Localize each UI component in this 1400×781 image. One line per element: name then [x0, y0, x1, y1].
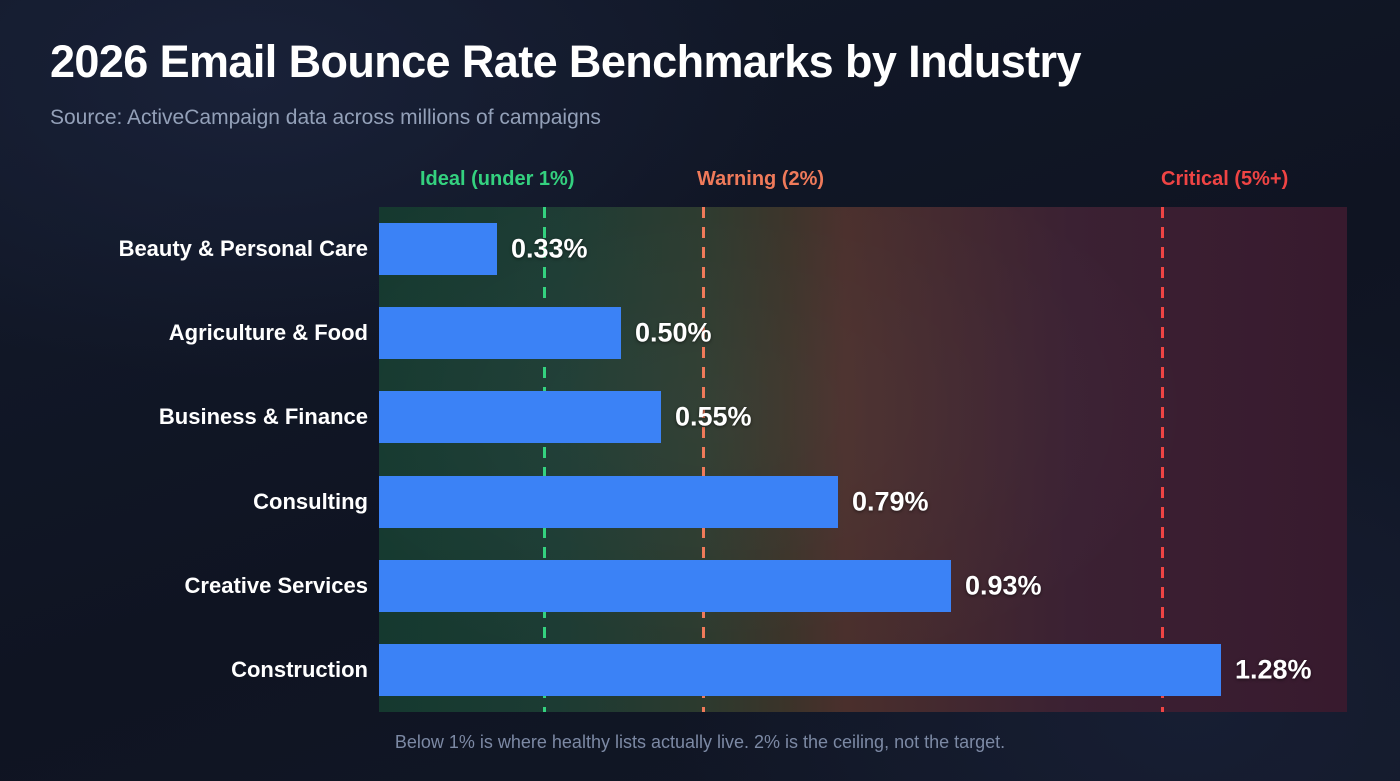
bar-row[interactable]: 0.79%: [379, 475, 1347, 528]
category-label-3: Consulting: [253, 488, 368, 514]
bar-value-label: 0.33%: [511, 233, 588, 264]
category-label-2: Business & Finance: [158, 404, 368, 430]
footer-note: Below 1% is where healthy lists actually…: [394, 732, 1006, 752]
bar-4[interactable]: [379, 559, 951, 612]
zone-label-2: Critical (5%+): [1161, 168, 1289, 190]
bar-row[interactable]: 0.55%: [379, 391, 1347, 444]
zone-band-critical: [845, 207, 1347, 712]
page-title: 2026 Email Bounce Rate Benchmarks by Ind…: [50, 36, 1082, 87]
reference-line-1: [702, 207, 705, 712]
category-label-1: Agriculture & Food: [168, 320, 368, 346]
zone-label-1: Warning (2%): [697, 168, 825, 190]
bar-row[interactable]: 0.50%: [379, 307, 1347, 360]
category-label-5: Construction: [231, 656, 368, 682]
bar-value-label: 0.50%: [635, 317, 712, 348]
category-label-4: Creative Services: [184, 572, 368, 598]
bar-value-label: 0.55%: [675, 401, 752, 432]
reference-line-dashes: [702, 207, 705, 712]
bar-row[interactable]: 0.93%: [379, 559, 1347, 612]
chart-subtitle: Source: ActiveCampaign data across milli…: [50, 106, 601, 129]
zone-band-warning: [702, 207, 845, 712]
zone-band-ideal: [379, 207, 702, 712]
reference-line-2: [1161, 207, 1164, 712]
zone-label-0: Ideal (under 1%): [420, 168, 575, 190]
bar-3[interactable]: [379, 475, 838, 528]
plot-area: 0.33% 0.50% 0.55% 0.79% 0.93% 1.28%: [379, 207, 1347, 712]
category-label-0: Beauty & Personal Care: [118, 236, 368, 262]
bar-value-label: 1.28%: [1235, 654, 1312, 685]
bar-2[interactable]: [379, 391, 661, 444]
bar-5[interactable]: [379, 643, 1221, 696]
reference-line-dashes: [1161, 207, 1164, 712]
bar-value-label: 0.93%: [965, 570, 1042, 601]
zone-label-row: Ideal (under 1%) Warning (2%) Critical (5%…: [0, 168, 1400, 200]
reference-line-dashes: [543, 207, 546, 712]
bar-1[interactable]: [379, 307, 621, 360]
bar-row[interactable]: 0.33%: [379, 223, 1347, 276]
bar-value-label: 0.79%: [852, 486, 929, 517]
bar-row[interactable]: 1.28%: [379, 643, 1347, 696]
reference-line-0: [543, 207, 546, 712]
bar-0[interactable]: [379, 223, 497, 276]
